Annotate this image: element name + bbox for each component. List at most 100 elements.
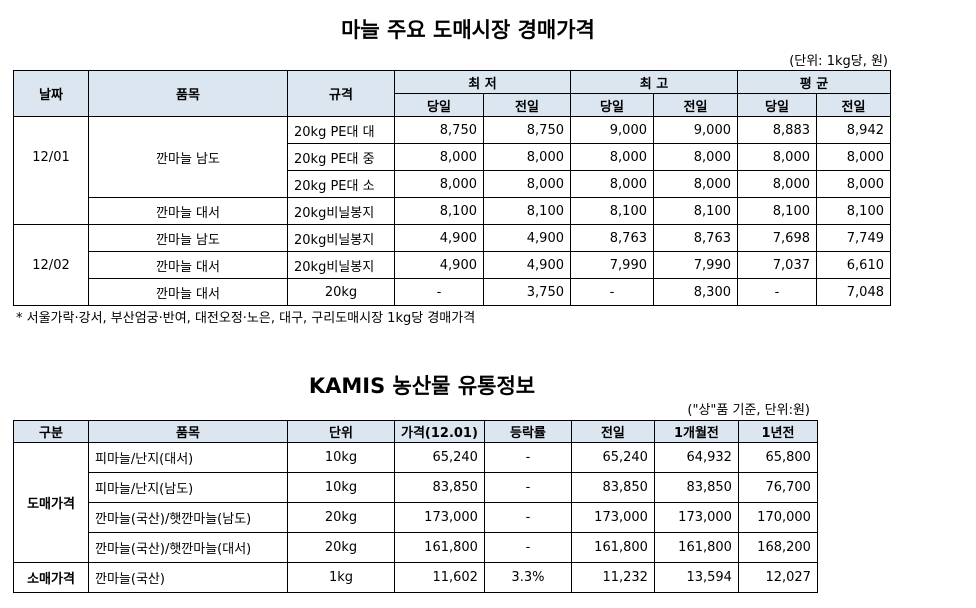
year-cell: 168,200 (737, 532, 818, 563)
table-row: 도매가격 피마늘/난지(대서) 10kg 65,240 - 65,240 64,… (13, 442, 818, 563)
table-row: 깐마늘 대서 20kg비닐봉지 4,900 4,900 7,990 7,990 … (14, 251, 891, 279)
header-min-today: 당일 (394, 93, 484, 117)
change-cell: - (483, 532, 572, 563)
header-prev: 전일 (570, 420, 655, 443)
value-cell: 8,000 (737, 170, 817, 198)
table-row: 피마늘/난지(남도) 10kg 83,850 - 83,850 83,850 7… (14, 472, 818, 503)
prev-cell: 161,800 (570, 532, 655, 563)
table-row: 12/02 깐마늘 남도 20kg비닐봉지 4,900 4,900 8,763 … (13, 224, 891, 306)
header-max-prev: 전일 (653, 93, 738, 117)
item-cell: 깐마늘(국산)/햇깐마늘(남도) (88, 502, 288, 533)
spec-cell: 20kg비닐봉지 (287, 251, 395, 279)
value-cell: 7,048 (816, 278, 891, 306)
table-row: 20kg PE대 소 8,000 8,000 8,000 8,000 8,000… (14, 170, 891, 198)
table-row: 12/01 깐마늘 남도 20kg PE대 대 8,750 8,750 9,00… (13, 116, 891, 198)
value-cell: 8,000 (570, 143, 654, 171)
value-cell: - (737, 278, 817, 306)
prev-cell: 173,000 (570, 502, 655, 533)
table2-title: KAMIS 농산물 유통정보 (308, 374, 536, 398)
value-cell: 6,610 (816, 251, 891, 279)
value-cell: - (570, 278, 654, 306)
value-cell: 4,900 (483, 224, 571, 252)
value-cell: 8,750 (394, 116, 484, 144)
unit-cell: 1kg (287, 562, 395, 593)
header-item: 품목 (88, 420, 288, 443)
header-spec: 규격 (287, 70, 395, 117)
value-cell: 8,100 (483, 197, 571, 225)
table2-unit-note: ("상"품 기준, 단위:원) (687, 403, 810, 418)
header-year: 1년전 (737, 420, 818, 443)
value-cell: 8,300 (653, 278, 738, 306)
year-cell: 65,800 (737, 442, 818, 473)
value-cell: 3,750 (483, 278, 571, 306)
value-cell: 7,037 (737, 251, 817, 279)
value-cell: 7,749 (816, 224, 891, 252)
spec-cell: 20kg PE대 소 (287, 170, 395, 198)
month-cell: 161,800 (653, 532, 739, 563)
header-unit: 단위 (287, 420, 395, 443)
prev-cell: 11,232 (570, 562, 655, 593)
header-item: 품목 (88, 70, 288, 117)
value-cell: 8,883 (737, 116, 817, 144)
item-cell: 깐마늘(국산) (88, 562, 288, 593)
spec-cell: 20kg비닐봉지 (287, 224, 395, 252)
value-cell: 8,000 (816, 170, 891, 198)
value-cell: 8,100 (653, 197, 738, 225)
item-cell: 피마늘/난지(대서) (88, 442, 288, 473)
header-max-today: 당일 (570, 93, 654, 117)
header-change: 등락률 (483, 420, 572, 443)
value-cell: 8,000 (653, 170, 738, 198)
value-cell: 8,000 (394, 143, 484, 171)
month-cell: 173,000 (653, 502, 739, 533)
item-cell: 깐마늘 남도 (88, 224, 288, 252)
item-cell: 깐마늘 대서 (88, 251, 288, 279)
value-cell: 9,000 (653, 116, 738, 144)
year-cell: 76,700 (737, 472, 818, 503)
month-cell: 13,594 (653, 562, 739, 593)
price-cell: 11,602 (394, 562, 485, 593)
kamis-price-table: 구분 품목 단위 가격(12.01) 등락률 전일 1개월전 1년전 도매가격 … (13, 420, 818, 593)
value-cell: 8,750 (483, 116, 571, 144)
unit-cell: 20kg (287, 532, 395, 563)
item-cell: 깐마늘 남도 (88, 116, 288, 198)
value-cell: 8,942 (816, 116, 891, 144)
item-cell: 깐마늘 대서 (88, 278, 288, 306)
header-avg-prev: 전일 (816, 93, 891, 117)
header-avg-today: 당일 (737, 93, 817, 117)
unit-cell: 10kg (287, 442, 395, 473)
value-cell: 7,990 (570, 251, 654, 279)
change-cell: - (483, 442, 572, 473)
month-cell: 83,850 (653, 472, 739, 503)
value-cell: 4,900 (394, 251, 484, 279)
auction-price-table: 날짜 품목 규격 최 저 최 고 평 균 당일 전일 당일 전일 당일 전일 1… (13, 70, 891, 306)
value-cell: 8,000 (394, 170, 484, 198)
year-cell: 12,027 (737, 562, 818, 593)
spec-cell: 20kg PE대 대 (287, 116, 395, 144)
header-price: 가격(12.01) (394, 420, 485, 443)
change-cell: - (483, 472, 572, 503)
item-cell: 깐마늘 대서 (88, 197, 288, 225)
date-cell: 12/02 (13, 224, 89, 306)
header-month: 1개월전 (653, 420, 739, 443)
table-row: 깐마늘(국산)/햇깐마늘(남도) 20kg 173,000 - 173,000 … (14, 502, 818, 533)
value-cell: 8,763 (570, 224, 654, 252)
year-cell: 170,000 (737, 502, 818, 533)
unit-cell: 20kg (287, 502, 395, 533)
category-wholesale: 도매가격 (13, 442, 89, 563)
item-cell: 피마늘/난지(남도) (88, 472, 288, 503)
price-cell: 65,240 (394, 442, 485, 473)
value-cell: 4,900 (394, 224, 484, 252)
value-cell: 8,100 (570, 197, 654, 225)
value-cell: 8,100 (737, 197, 817, 225)
header-min: 최 저 (394, 70, 571, 94)
value-cell: 8,000 (483, 143, 571, 171)
change-cell: - (483, 502, 572, 533)
prev-cell: 83,850 (570, 472, 655, 503)
table-row: 깐마늘 대서 20kg - 3,750 - 8,300 - 7,048 (14, 278, 891, 306)
price-cell: 83,850 (394, 472, 485, 503)
value-cell: - (394, 278, 484, 306)
table-row: 깐마늘(국산)/햇깐마늘(대서) 20kg 161,800 - 161,800 … (14, 532, 818, 563)
header-avg: 평 균 (737, 70, 891, 94)
value-cell: 7,990 (653, 251, 738, 279)
value-cell: 8,100 (394, 197, 484, 225)
